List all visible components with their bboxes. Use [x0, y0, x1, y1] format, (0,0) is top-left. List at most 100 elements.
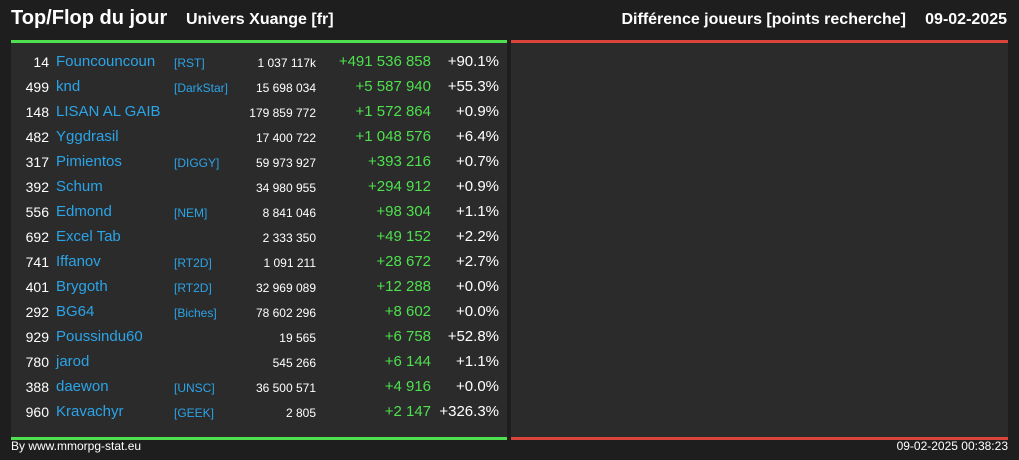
player-rank: 14 [33, 54, 49, 70]
player-points: 1 037 117k [257, 56, 317, 70]
top-panel: 14 Founcouncoun [RST] 1 037 117k +491 536 85… [11, 40, 507, 440]
page-title: Top/Flop du jour [11, 7, 168, 29]
table-row: 741 Iffanov [RT2D] 1 091 211 +28 672 +2.7% [11, 250, 507, 275]
player-name[interactable]: LISAN AL GAIB [56, 103, 161, 120]
points-difference: +6 144 [384, 353, 431, 370]
table-row: 499 knd [DarkStar] 15 698 034 +5 587 940 +55.… [11, 75, 507, 100]
player-name[interactable]: Founcouncoun [56, 53, 156, 70]
percent-change: +326.3% [439, 403, 499, 420]
percent-change: +6.4% [456, 128, 499, 145]
points-difference: +4 916 [384, 378, 431, 395]
player-name[interactable]: Kravachyr [56, 403, 124, 420]
points-difference: +49 152 [376, 228, 431, 245]
table-row: 929 Poussindu60 19 565 +6 758 +52.8% [11, 325, 507, 350]
player-points: 36 500 571 [255, 381, 316, 395]
player-rank: 392 [25, 179, 49, 195]
player-name[interactable]: Edmond [56, 203, 112, 220]
table-row: 14 Founcouncoun [RST] 1 037 117k +491 536 85… [11, 50, 507, 75]
alliance-tag[interactable]: [NEM] [174, 206, 208, 220]
table-row: 556 Edmond [NEM] 8 841 046 +98 304 +1.1% [11, 200, 507, 225]
player-rank: 317 [25, 154, 49, 170]
percent-change: +90.1% [447, 53, 499, 70]
footer-credit: By www.mmorpg-stat.eu [11, 439, 142, 453]
player-rank: 148 [25, 104, 49, 120]
player-rank: 960 [25, 404, 49, 420]
player-rank: 692 [25, 229, 49, 245]
player-rank: 401 [25, 279, 49, 295]
points-difference: +294 912 [368, 178, 431, 195]
flop-panel [511, 40, 1008, 440]
percent-change: +0.7% [456, 153, 499, 170]
percent-change: +52.8% [447, 328, 499, 345]
player-rank: 929 [25, 329, 49, 345]
table-row: 292 BG64 [Biches] 78 602 296 +8 602 +0.0% [11, 300, 507, 325]
table-row: 148 LISAN AL GAIB 179 859 772 +1 572 864 +0.… [11, 100, 507, 125]
player-rank: 780 [25, 354, 49, 370]
table-row: 960 Kravachyr [GEEK] 2 805 +2 147 +326.3% [11, 400, 507, 425]
alliance-tag[interactable]: [GEEK] [174, 406, 215, 420]
player-points: 19 565 [279, 331, 316, 345]
player-name[interactable]: daewon [56, 378, 109, 395]
percent-change: +1.1% [456, 353, 499, 370]
player-points: 8 841 046 [262, 206, 316, 220]
header-date: 09-02-2025 [925, 11, 1007, 28]
percent-change: +1.1% [456, 203, 499, 220]
table-row: 692 Excel Tab 2 333 350 +49 152 +2.2% [11, 225, 507, 250]
points-difference: +6 758 [384, 328, 431, 345]
points-difference: +491 536 858 [338, 53, 431, 70]
universe-subtitle: Univers Xuange [fr] [186, 11, 334, 28]
table-row: 401 Brygoth [RT2D] 32 969 089 +12 288 +0.0% [11, 275, 507, 300]
player-name[interactable]: Brygoth [56, 278, 108, 295]
player-rank: 499 [25, 79, 49, 95]
player-rank: 292 [25, 304, 49, 320]
percent-change: +0.0% [456, 278, 499, 295]
player-points: 1 091 211 [263, 256, 317, 270]
player-name[interactable]: Yggdrasil [56, 128, 119, 145]
player-points: 32 969 089 [255, 281, 316, 295]
percent-change: +55.3% [447, 78, 499, 95]
player-points: 2 805 [285, 406, 316, 420]
percent-change: +0.9% [456, 103, 499, 120]
player-name[interactable]: Excel Tab [56, 228, 121, 245]
player-points: 34 980 955 [255, 181, 316, 195]
table-row: 317 Pimientos [DIGGY] 59 973 927 +393 216 +0.… [11, 150, 507, 175]
points-difference: +12 288 [376, 278, 431, 295]
player-name[interactable]: Pimientos [56, 153, 122, 170]
player-name[interactable]: Poussindu60 [56, 328, 143, 345]
alliance-tag[interactable]: [DIGGY] [174, 156, 220, 170]
player-points: 59 973 927 [255, 156, 316, 170]
percent-change: +0.9% [456, 178, 499, 195]
points-difference: +28 672 [376, 253, 431, 270]
points-difference: +5 587 940 [355, 78, 432, 95]
alliance-tag[interactable]: [RST] [174, 56, 205, 70]
player-points: 15 698 034 [255, 81, 316, 95]
alliance-tag[interactable]: [DarkStar] [174, 81, 229, 95]
points-difference: +2 147 [384, 403, 431, 420]
player-rank: 482 [25, 129, 49, 145]
alliance-tag[interactable]: [Biches] [174, 306, 217, 320]
percent-change: +2.2% [456, 228, 499, 245]
percent-change: +0.0% [456, 378, 499, 395]
table-row: 780 jarod 545 266 +6 144 +1.1% [11, 350, 507, 375]
player-name[interactable]: BG64 [56, 303, 95, 320]
header: Top/Flop du jour Univers Xuange [fr] Dif… [0, 0, 1019, 40]
player-rank: 741 [25, 254, 49, 270]
alliance-tag[interactable]: [RT2D] [174, 281, 212, 295]
player-name[interactable]: jarod [56, 353, 90, 370]
player-points: 17 400 722 [255, 131, 316, 145]
player-points: 2 333 350 [262, 231, 316, 245]
points-difference: +1 048 576 [355, 128, 432, 145]
player-name[interactable]: Schum [56, 178, 103, 195]
player-points: 179 859 772 [249, 106, 316, 120]
player-rank: 556 [25, 204, 49, 220]
player-name[interactable]: knd [56, 78, 81, 95]
table-row: 388 daewon [UNSC] 36 500 571 +4 916 +0.0% [11, 375, 507, 400]
points-difference: +1 572 864 [355, 103, 432, 120]
player-name[interactable]: Iffanov [56, 253, 101, 270]
player-rank: 388 [25, 379, 49, 395]
alliance-tag[interactable]: [RT2D] [174, 256, 212, 270]
alliance-tag[interactable]: [UNSC] [174, 381, 215, 395]
footer-timestamp: 09-02-2025 00:38:23 [896, 439, 1008, 453]
table-row: 482 Yggdrasil 17 400 722 +1 048 576 +6.4% [11, 125, 507, 150]
percent-change: +0.0% [456, 303, 499, 320]
